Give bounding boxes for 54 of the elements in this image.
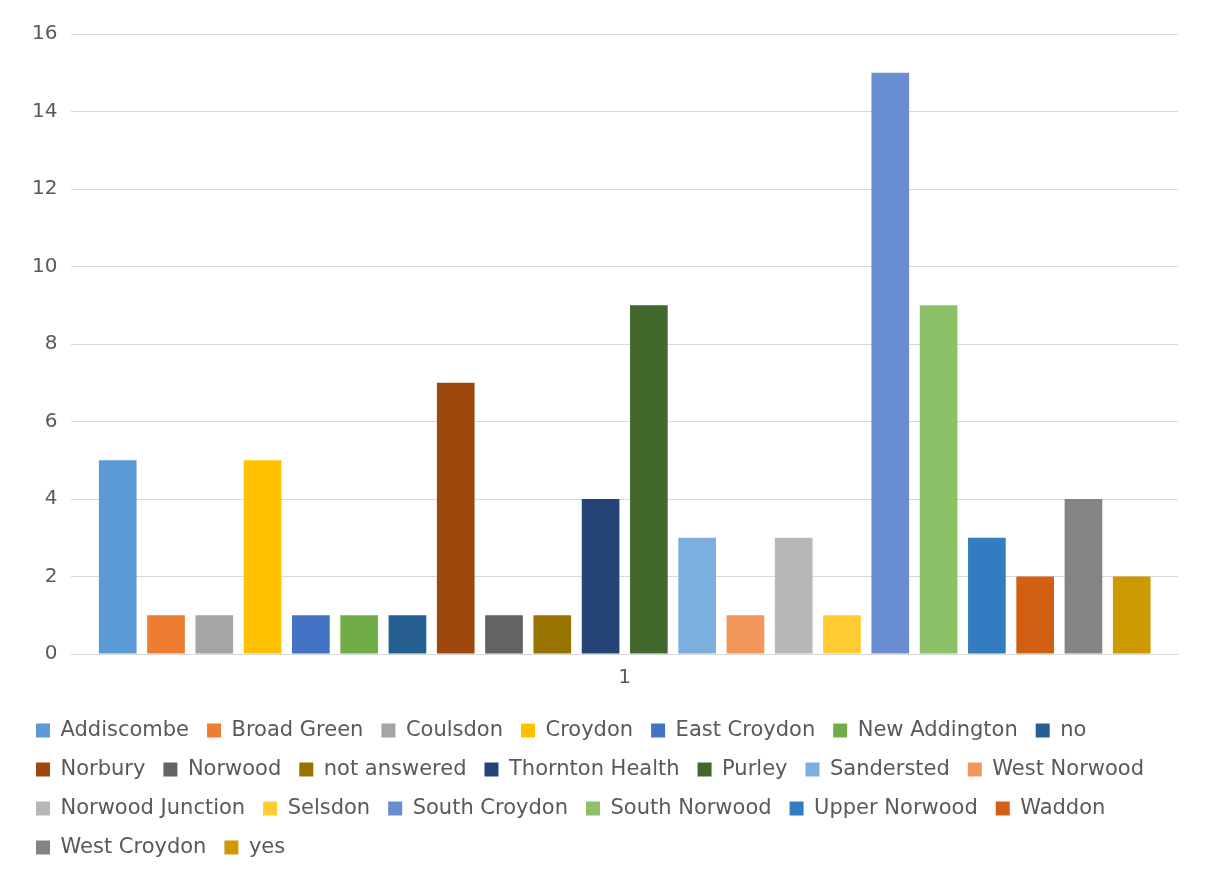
legend-label: Addiscombe [60, 716, 190, 741]
y-tick-label: 4 [44, 485, 58, 510]
legend-label: Selsdon [287, 794, 371, 819]
y-tick-label: 0 [44, 640, 58, 665]
legend-label: East Croydon [675, 716, 816, 741]
legend-label: Waddon [1020, 794, 1106, 819]
legend-label: South Norwood [610, 794, 772, 819]
legend-label: Norwood [187, 755, 282, 780]
bar [147, 615, 185, 654]
bar [1016, 576, 1054, 654]
y-tick-label: 14 [32, 97, 58, 122]
legend-label: Upper Norwood [814, 794, 978, 819]
y-tick-label: 6 [44, 407, 58, 432]
y-tick-label: 16 [32, 20, 58, 45]
legend-label: no [1060, 716, 1087, 741]
bar [726, 615, 765, 654]
bar [823, 615, 861, 654]
bar [1112, 576, 1151, 654]
bar [1064, 499, 1103, 654]
bar [533, 615, 572, 654]
bar [678, 537, 716, 654]
bar [340, 615, 378, 654]
bar [871, 72, 910, 654]
legend-label: Sandersted [829, 755, 950, 780]
bar [243, 460, 282, 654]
y-tick-label: 2 [44, 562, 58, 587]
bar [485, 615, 523, 654]
legend-label: South Croydon [412, 794, 568, 819]
legend-label: West Croydon [60, 833, 207, 858]
bar [195, 615, 234, 654]
bar [774, 537, 813, 654]
bar [919, 305, 958, 654]
y-tick-label: 8 [44, 330, 58, 355]
bar [968, 537, 1006, 654]
bar [436, 382, 475, 654]
legend-label: Norwood Junction [60, 794, 246, 819]
x-tick-label: 1 [618, 664, 632, 689]
legend-label: Broad Green [231, 716, 364, 741]
legend-label: Thornton Health [507, 755, 680, 780]
bar [581, 499, 620, 654]
legend-label: Purley [722, 755, 788, 780]
y-tick-label: 10 [32, 252, 58, 277]
legend-label: Norbury [60, 755, 146, 780]
legend-label: West Norwood [992, 755, 1145, 780]
legend-label: not answered [323, 755, 467, 780]
y-tick-label: 12 [32, 175, 58, 200]
bar [292, 615, 330, 654]
bar [630, 305, 668, 654]
legend-label: Coulsdon [405, 716, 504, 741]
legend-label: New Addington [857, 716, 1018, 741]
bar [388, 615, 427, 654]
legend-label: yes [248, 833, 286, 858]
legend-label: Croydon [545, 716, 634, 741]
bar [98, 460, 137, 654]
